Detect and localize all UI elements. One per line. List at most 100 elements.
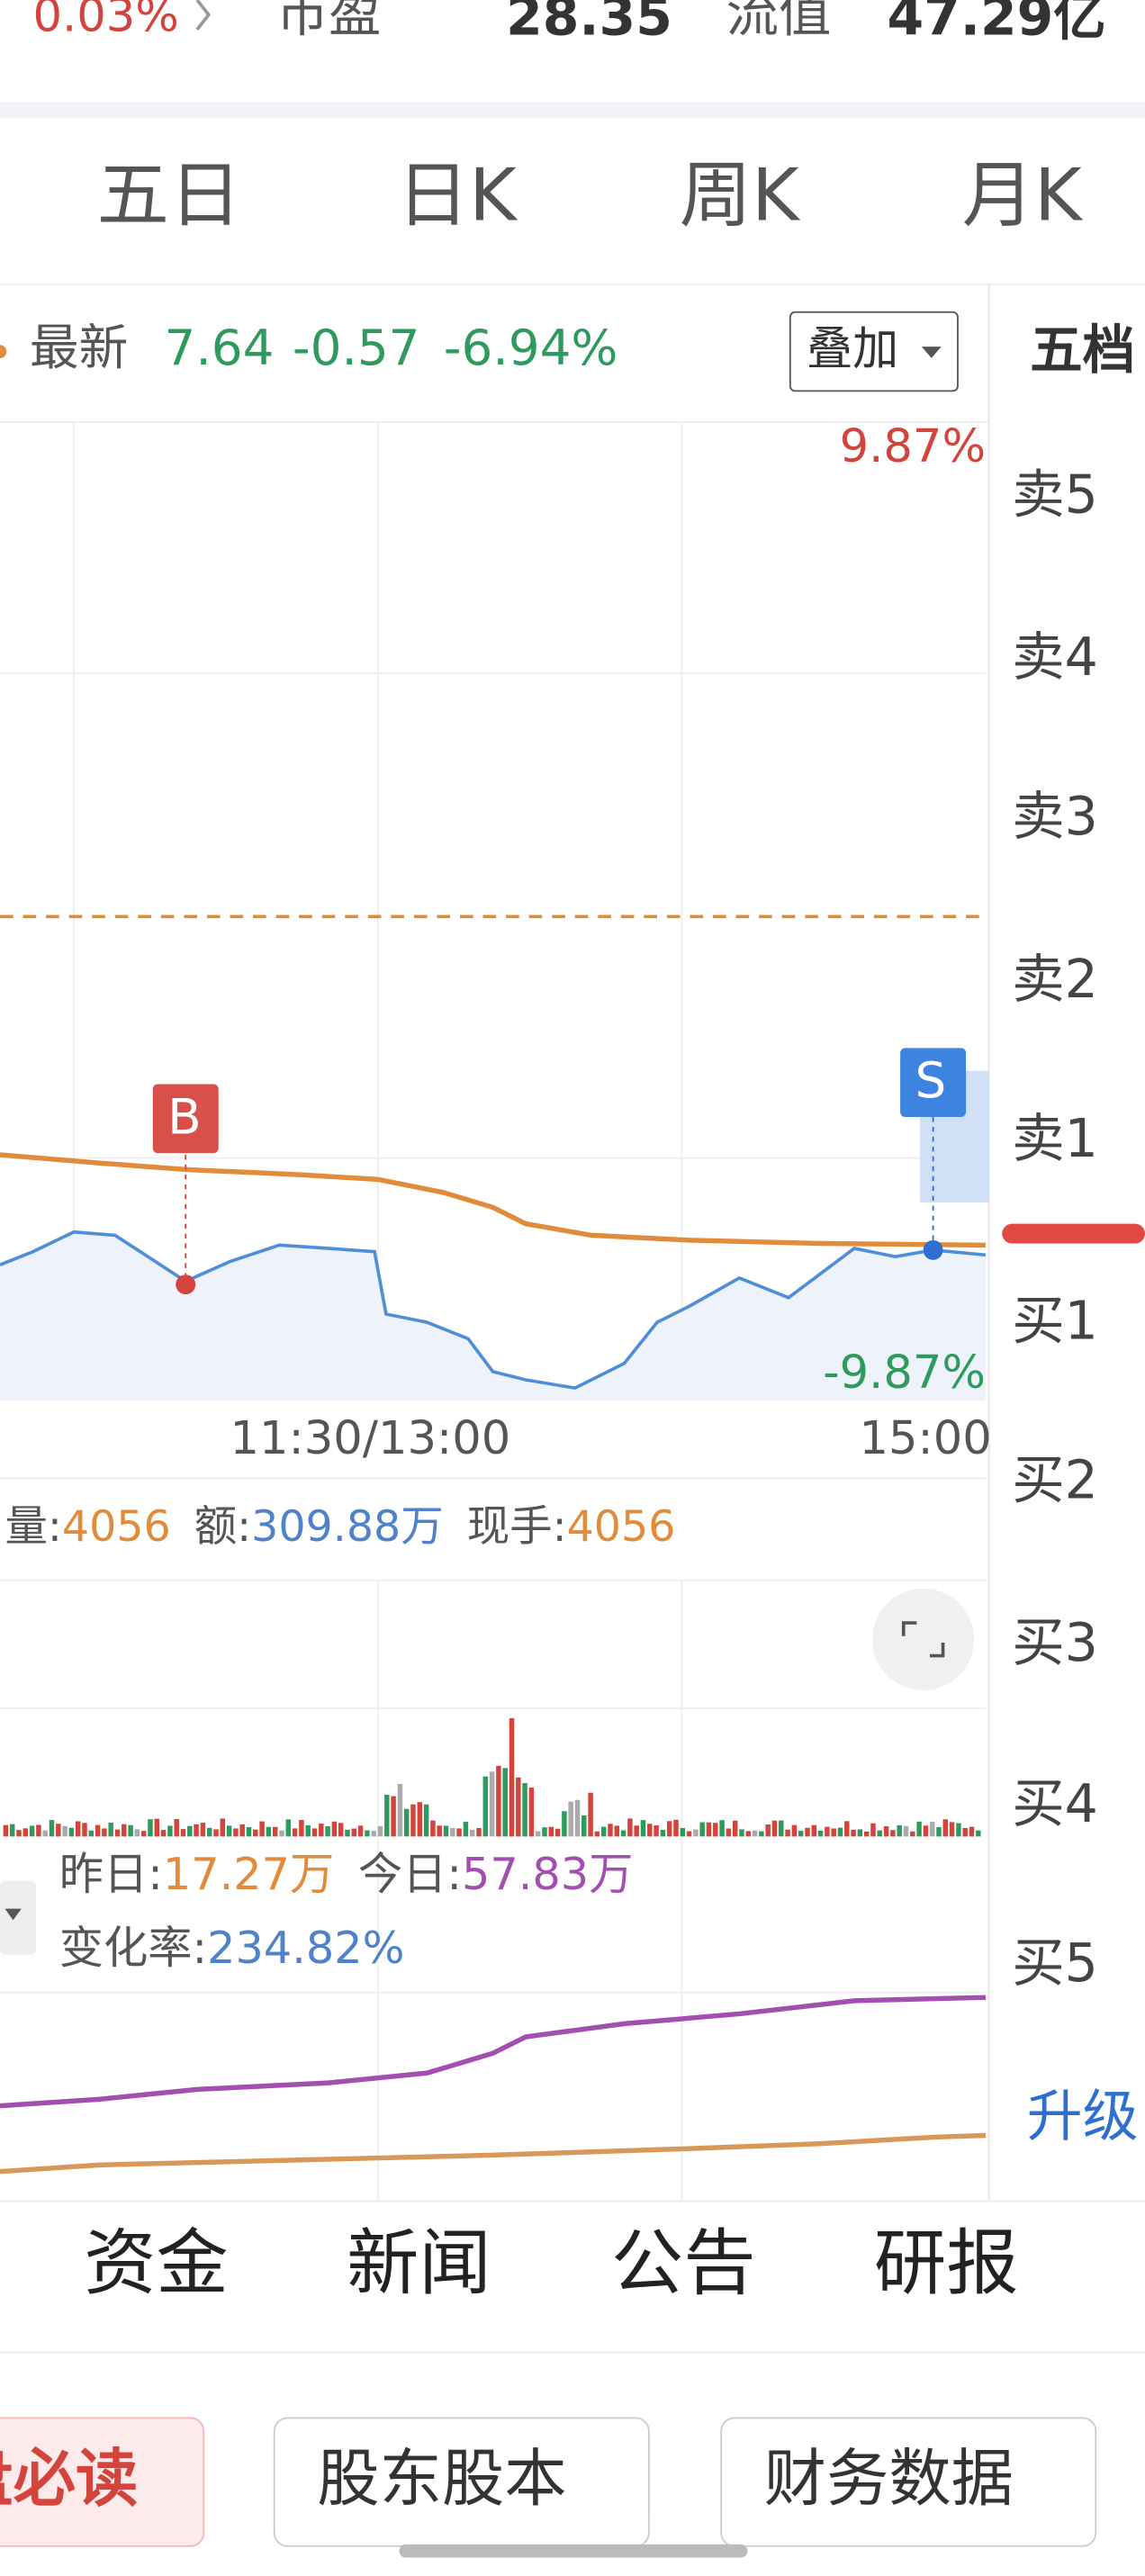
volume-bar xyxy=(634,1825,639,1837)
volume-bar xyxy=(311,1828,318,1837)
volume-bar xyxy=(180,1829,186,1837)
volume-bar xyxy=(654,1825,659,1837)
volume-bar xyxy=(345,1829,350,1837)
upper-limit-label: 9.87% xyxy=(839,419,986,473)
period-tab[interactable]: 月K xyxy=(961,154,1082,239)
volume-bar xyxy=(128,1824,133,1837)
volume-bar xyxy=(949,1822,955,1837)
sell-marker[interactable]: S xyxy=(915,1052,947,1111)
volume-bar xyxy=(713,1823,718,1837)
volume-bar xyxy=(627,1818,633,1837)
current-hand-value: 4056 xyxy=(566,1502,676,1553)
volume-bar xyxy=(299,1819,304,1837)
volume-bar xyxy=(148,1819,153,1837)
button[interactable]: 财务数据 xyxy=(763,2442,1014,2516)
volume-bar xyxy=(771,1820,778,1837)
overlay-button[interactable]: 叠加 xyxy=(807,321,899,376)
volume-bar xyxy=(206,1827,212,1837)
period-tab[interactable]: 日K xyxy=(396,154,517,239)
period-tab[interactable]: 周K xyxy=(679,154,799,239)
volume-bar xyxy=(377,1825,383,1837)
volume-bar xyxy=(528,1788,535,1837)
volume-bar xyxy=(351,1828,357,1837)
volume-bar xyxy=(798,1831,804,1837)
price-change-pct: -6.94% xyxy=(443,320,618,378)
volume-bar xyxy=(936,1826,942,1837)
volume-bar xyxy=(68,1827,75,1837)
pe-label: 市盈 xyxy=(275,0,382,45)
quote-label: 最新 xyxy=(29,320,129,378)
volume-bar xyxy=(371,1831,376,1837)
volume-bar xyxy=(883,1825,889,1837)
volume-bar xyxy=(489,1771,495,1837)
sell-level: 卖2 xyxy=(1012,948,1098,1011)
price-change: -0.57 xyxy=(292,320,420,378)
volume-bar xyxy=(437,1825,442,1837)
volume-bar xyxy=(752,1830,758,1837)
volume-bar xyxy=(102,1828,107,1837)
volume-bar xyxy=(739,1829,744,1837)
volume-value: 4056 xyxy=(61,1502,171,1553)
section-tab[interactable]: 新闻 xyxy=(347,2222,491,2307)
volume-bar xyxy=(292,1828,298,1837)
volume-bar xyxy=(673,1819,679,1837)
volume-bar xyxy=(666,1821,672,1837)
sell-level: 卖5 xyxy=(1012,463,1098,526)
volume-bar xyxy=(140,1831,147,1837)
volume-bar xyxy=(259,1821,265,1837)
volume-bar xyxy=(548,1826,554,1837)
volume-bar xyxy=(134,1829,140,1837)
volume-bar xyxy=(588,1792,593,1837)
volume-bar xyxy=(253,1829,258,1837)
volume-bar xyxy=(403,1808,410,1837)
volume-bar xyxy=(640,1820,646,1837)
volume-bar xyxy=(456,1828,462,1837)
section-tab[interactable]: 公告 xyxy=(610,2222,756,2307)
volume-bar xyxy=(574,1799,581,1837)
volume-bar xyxy=(443,1825,449,1837)
volume-bar xyxy=(502,1768,508,1837)
today-label: 今日: xyxy=(357,1849,463,1901)
volume-bar xyxy=(417,1802,423,1837)
time-label: 15:00 xyxy=(859,1410,992,1465)
volume-bar xyxy=(851,1829,856,1837)
volume-bar xyxy=(9,1824,15,1837)
volume-bar xyxy=(693,1829,699,1837)
volume-bar xyxy=(325,1826,330,1837)
volume-bar xyxy=(837,1827,843,1837)
volume-bar xyxy=(942,1819,949,1837)
volume-bar xyxy=(765,1824,771,1837)
volume-bar xyxy=(956,1823,961,1837)
price: 7.64 xyxy=(164,320,275,378)
volume-bar xyxy=(929,1822,935,1837)
volume-bar xyxy=(686,1831,692,1837)
period-tab[interactable]: 五日 xyxy=(96,154,242,239)
volume-bar xyxy=(305,1825,311,1837)
volume-bar xyxy=(542,1827,547,1837)
buy-marker[interactable]: B xyxy=(167,1088,202,1147)
rate-label: 变化率: xyxy=(59,1923,208,1975)
volume-bar xyxy=(194,1824,199,1837)
float-value: 47.29亿 xyxy=(887,0,1106,48)
section-tab[interactable]: 研报 xyxy=(873,2222,1019,2307)
volume-bar xyxy=(779,1820,784,1837)
volume-bar xyxy=(338,1823,344,1837)
button[interactable]: 股东股本 xyxy=(317,2442,567,2516)
volume-bar xyxy=(226,1825,232,1837)
volume-bar xyxy=(82,1823,87,1837)
upgrade-link[interactable]: 升级 xyxy=(1026,2084,1139,2150)
volume-bar xyxy=(614,1825,620,1837)
volume-bar xyxy=(430,1820,436,1837)
section-tab[interactable]: 资金 xyxy=(84,2222,229,2307)
yesterday-value: 17.27万 xyxy=(162,1849,335,1901)
button[interactable]: 盘必读 xyxy=(0,2442,139,2516)
volume-bar xyxy=(62,1825,68,1837)
amount-label: 额: xyxy=(194,1502,252,1553)
volume-bar xyxy=(582,1815,587,1837)
volume-bar xyxy=(562,1811,567,1837)
volume-bar xyxy=(23,1828,29,1837)
volume-bar xyxy=(279,1830,284,1837)
volume-bar xyxy=(357,1825,364,1837)
volume-bar xyxy=(680,1828,686,1837)
order-book-title[interactable]: 五档 xyxy=(1030,319,1136,382)
